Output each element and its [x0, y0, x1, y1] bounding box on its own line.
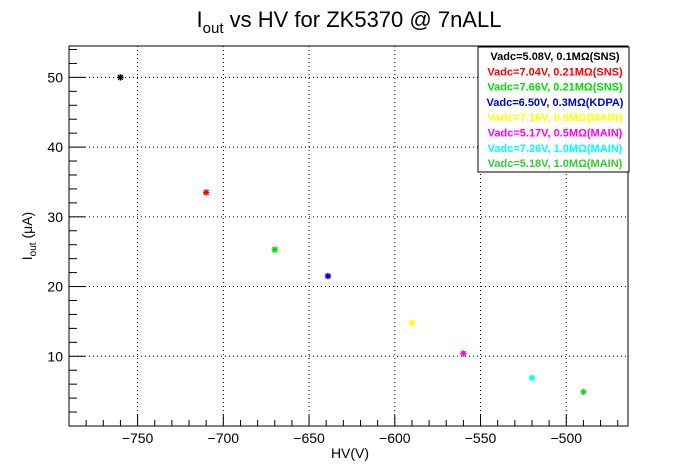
legend-entry: Vadc=7.66V, 0.21MΩ(SNS)	[487, 82, 623, 94]
data-point-stroke	[325, 273, 331, 279]
x-tick-label: −550	[465, 430, 497, 446]
data-point-stroke	[529, 374, 535, 381]
data-point	[528, 374, 536, 382]
x-tick-label: −500	[550, 430, 582, 446]
data-point	[324, 272, 332, 280]
data-point	[271, 246, 278, 253]
axis-ticks	[69, 48, 619, 426]
data-point	[117, 74, 124, 81]
legend-box	[477, 46, 630, 173]
y-tick-label: 10	[47, 348, 63, 364]
data-point-stroke	[271, 246, 278, 253]
data-point-stroke	[580, 388, 587, 395]
x-tick-label: −750	[122, 430, 154, 446]
legend-entry: Vadc=6.50V, 0.3MΩ(KDPA)	[487, 97, 624, 109]
data-point	[408, 319, 416, 327]
data-point	[460, 350, 467, 357]
y-tick-label: 50	[47, 69, 63, 85]
grid-lines	[69, 46, 628, 426]
data-point-stroke	[203, 189, 210, 196]
data-point-stroke	[409, 319, 415, 326]
legend-entry: Vadc=7.16V, 0.5MΩ(MAIN)	[488, 112, 623, 124]
x-tick-label: −650	[293, 430, 325, 446]
data-point-stroke	[117, 74, 124, 81]
y-tick-label: 40	[47, 139, 63, 155]
legend-entry: Vadc=7.04V, 0.21MΩ(SNS)	[487, 66, 623, 78]
x-axis-title: HV(V)	[331, 445, 369, 461]
x-tick-labels: −750 −700 −650 −600 −550 −500	[122, 430, 582, 446]
legend-entry: Vadc=5.18V, 1.0MΩ(MAIN)	[488, 158, 623, 170]
data-point	[580, 388, 587, 396]
chart-title: Iout vs HV for ZK5370 @ 7nALL	[197, 7, 502, 37]
y-axis-title: Iout (μA)	[19, 212, 39, 260]
legend-entry: Vadc=7.26V, 1.0MΩ(MAIN)	[488, 143, 623, 155]
y-tick-label: 30	[47, 209, 63, 225]
x-tick-label: −600	[379, 430, 411, 446]
legend-entry: Vadc=5.17V, 0.5MΩ(MAIN)	[488, 128, 623, 140]
y-tick-label: 20	[47, 279, 63, 295]
legend-entry: Vadc=5.08V, 0.1MΩ(SNS)	[490, 51, 620, 63]
x-tick-label: −700	[208, 430, 240, 446]
data-points	[117, 74, 587, 396]
data-point-stroke	[460, 350, 467, 357]
y-tick-labels: 10 20 30 40 50	[47, 69, 63, 364]
plot-frame	[68, 45, 629, 427]
data-point	[202, 189, 210, 196]
legend: Vadc=5.08V, 0.1MΩ(SNS) Vadc=7.04V, 0.21MΩ…	[477, 46, 630, 173]
